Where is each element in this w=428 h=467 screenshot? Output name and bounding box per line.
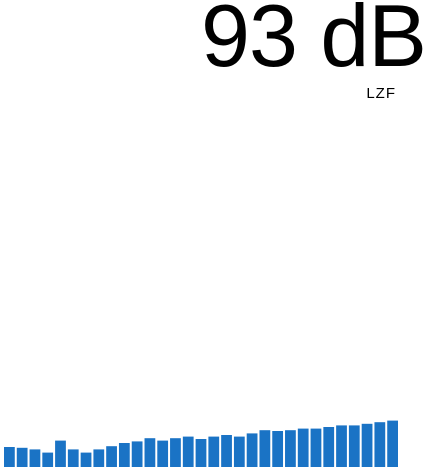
spectrum-bar <box>4 447 15 467</box>
spectrum-bar <box>297 428 309 467</box>
spectrum-bar <box>323 427 335 467</box>
weighting-label: LZF <box>366 85 396 102</box>
spectrum-bar <box>106 446 117 467</box>
spectrum-bar <box>182 436 194 467</box>
spectrum-bar <box>195 439 207 467</box>
spectrum-bar <box>246 433 258 467</box>
level-readout: 93 dB LZF <box>168 0 428 110</box>
spectrum-bar <box>131 441 143 467</box>
spectrum-bar <box>310 428 322 467</box>
spectrum-bar <box>348 425 360 467</box>
spectrum-bar <box>221 435 232 467</box>
spectrum-bar <box>208 436 220 467</box>
spectrum-svg <box>4 420 398 467</box>
spectrum-bar <box>272 431 284 467</box>
spectrum-bar <box>361 423 373 467</box>
sound-level-value: 93 dB <box>201 0 427 85</box>
spectrum-bar <box>16 447 28 467</box>
spectrum-bar <box>42 452 54 467</box>
spectrum-bar <box>259 430 271 467</box>
spectrum-bar <box>157 440 169 467</box>
spectrum-bar <box>233 436 245 467</box>
spectrum-bar <box>336 425 347 467</box>
spectrum-bar <box>93 449 105 467</box>
spectrum-bar <box>55 440 66 467</box>
spectrum-bar <box>144 438 156 467</box>
spectrum-chart <box>0 387 428 467</box>
spectrum-bar <box>29 449 41 467</box>
spectrum-bar <box>387 420 398 467</box>
spectrum-bar <box>67 449 79 467</box>
spectrum-bar <box>374 422 386 467</box>
spectrum-bar <box>285 430 296 467</box>
spectrum-bar <box>170 438 181 467</box>
spectrum-bar <box>80 452 92 467</box>
spectrum-bar <box>118 443 130 467</box>
